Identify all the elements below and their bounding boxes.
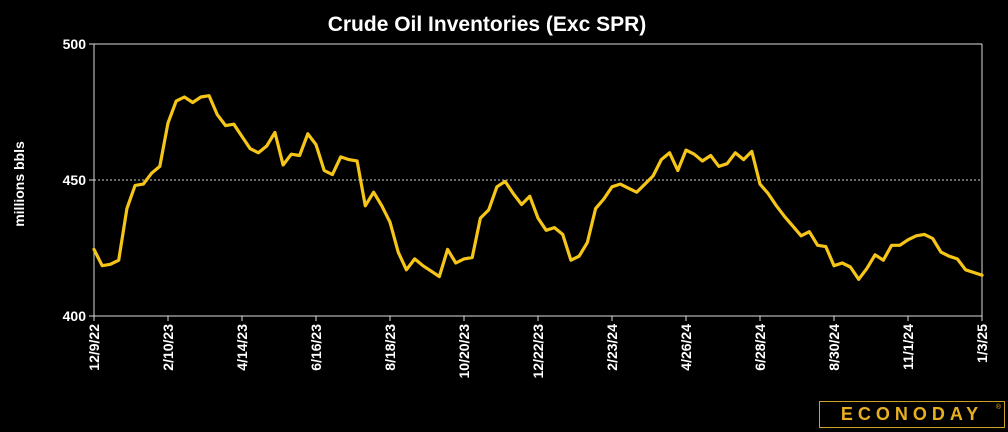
y-axis-label: millions bbls (11, 141, 27, 227)
logo-registered-mark: ® (995, 404, 1001, 411)
plot-area: 400 450 500 12/9/22 2/10/23 4/14/23 6/16/23 8/1… (63, 36, 990, 379)
x-tick-label: 10/20/23 (456, 324, 472, 379)
x-tick-label: 4/14/23 (234, 324, 250, 371)
x-tick-label: 6/28/24 (752, 324, 768, 371)
logo-text: ECONODAY (840, 404, 984, 424)
chart-title: Crude Oil Inventories (Exc SPR) (328, 13, 647, 36)
series-line (92, 94, 984, 281)
x-tick-label: 2/23/24 (604, 324, 620, 371)
x-tick-label: 2/10/23 (160, 324, 176, 371)
y-tick-label: 450 (63, 172, 87, 188)
x-tick-label: 6/16/23 (308, 324, 324, 371)
x-tick-label: 11/1/24 (900, 324, 916, 370)
econoday-logo: ECONODAY ® (819, 401, 1005, 428)
x-tick-label: 1/3/25 (974, 324, 990, 363)
x-tick-label: 8/30/24 (826, 324, 842, 371)
y-tick-label: 400 (63, 308, 87, 324)
x-tick-label: 12/22/23 (530, 324, 546, 379)
x-tick-label: 4/26/24 (678, 324, 694, 371)
x-tick-label: 8/18/23 (382, 324, 398, 371)
x-tick-label: 12/9/22 (86, 324, 102, 371)
y-tick-label: 500 (63, 36, 87, 52)
